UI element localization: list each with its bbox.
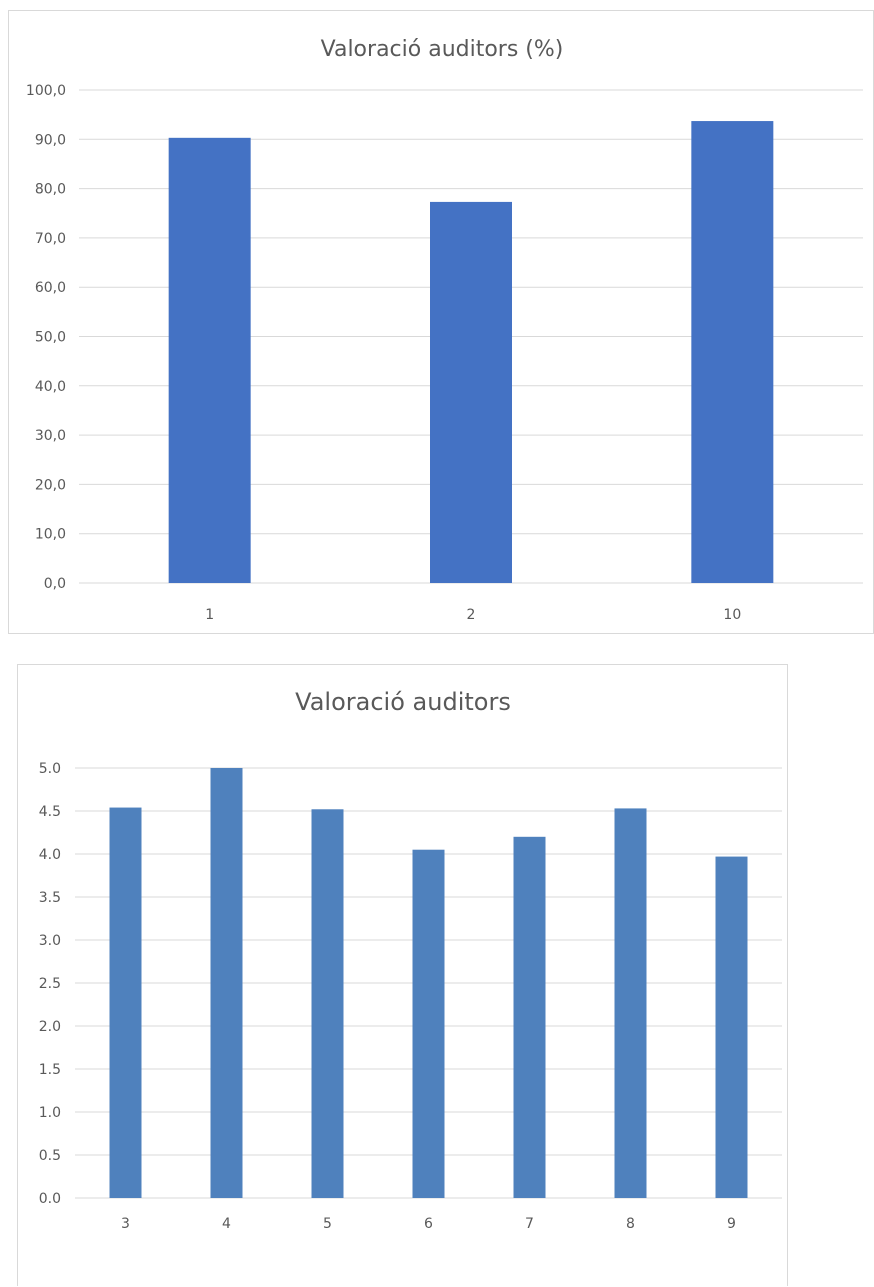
bar-5	[311, 809, 344, 1198]
bar-chart-percent: Valoració auditors (%) 0,0 10,0 20,0 30,0 40…	[26, 37, 863, 623]
x-axis-labels: 1 2 10	[205, 607, 741, 623]
y-tick-label: 4.5	[39, 804, 61, 820]
x-tick-label: 6	[424, 1216, 433, 1232]
bar-7	[513, 836, 546, 1198]
chart-title: Valoració auditors (%)	[321, 37, 564, 62]
y-tick-label: 1.5	[39, 1062, 61, 1078]
y-tick-label: 0,0	[44, 576, 66, 592]
y-tick-label: 70,0	[35, 231, 66, 247]
x-tick-label: 7	[525, 1216, 534, 1232]
bar-chart-score: Valoració auditors 0.0 0.5 1.0 1.5 2.0 2.5 3.0…	[39, 688, 782, 1232]
bar-1	[168, 137, 251, 584]
y-tick-label: 3.0	[39, 933, 61, 949]
x-tick-label: 3	[121, 1216, 130, 1232]
bar-10	[691, 121, 774, 584]
bar-3	[109, 807, 142, 1198]
y-tick-label: 60,0	[35, 280, 66, 296]
bar-4	[210, 768, 243, 1198]
x-tick-label: 2	[467, 607, 476, 623]
y-tick-label: 4.0	[39, 847, 61, 863]
chart-panel-percent: Valoració auditors (%) 0,0 10,0 20,0 30,0 40…	[8, 10, 874, 634]
y-tick-label: 0.5	[39, 1148, 61, 1164]
y-tick-label: 2.5	[39, 976, 61, 992]
y-tick-label: 20,0	[35, 477, 66, 493]
bars	[168, 121, 774, 584]
y-tick-label: 5.0	[39, 761, 61, 777]
x-tick-label: 1	[205, 607, 214, 623]
y-tick-label: 1.0	[39, 1105, 61, 1121]
bars	[109, 768, 748, 1198]
y-axis-labels: 0.0 0.5 1.0 1.5 2.0 2.5 3.0 3.5 4.0 4.5 5.0	[39, 761, 61, 1207]
y-tick-label: 40,0	[35, 379, 66, 395]
y-tick-label: 80,0	[35, 182, 66, 198]
x-tick-label: 5	[323, 1216, 332, 1232]
chart-title: Valoració auditors	[295, 688, 511, 716]
y-tick-label: 3.5	[39, 890, 61, 906]
x-tick-label: 4	[222, 1216, 231, 1232]
y-tick-label: 100,0	[26, 83, 66, 99]
bar-2	[430, 201, 512, 583]
bar-9	[715, 856, 748, 1198]
x-axis-labels: 3 4 5 6 7 8 9	[121, 1216, 736, 1232]
bar-6	[412, 849, 445, 1198]
x-tick-label: 10	[723, 607, 741, 623]
y-tick-label: 0.0	[39, 1191, 61, 1207]
y-axis-labels: 0,0 10,0 20,0 30,0 40,0 50,0 60,0 70,0 80,0 90,0 1…	[26, 83, 66, 592]
bar-8	[614, 808, 647, 1198]
y-tick-label: 50,0	[35, 330, 66, 346]
chart-panel-score: Valoració auditors 0.0 0.5 1.0 1.5 2.0 2.5 3.0…	[17, 664, 788, 1286]
x-tick-label: 9	[727, 1216, 736, 1232]
y-tick-label: 2.0	[39, 1019, 61, 1035]
y-tick-label: 90,0	[35, 132, 66, 148]
y-tick-label: 30,0	[35, 428, 66, 444]
y-tick-label: 10,0	[35, 527, 66, 543]
x-tick-label: 8	[626, 1216, 635, 1232]
